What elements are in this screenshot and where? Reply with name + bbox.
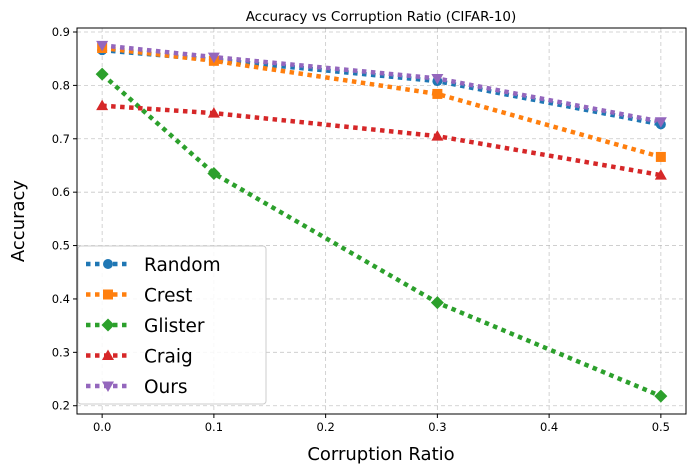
data-point-glister	[95, 67, 109, 81]
x-tick-label: 0.0	[93, 420, 111, 434]
data-point-crest	[432, 88, 443, 99]
x-tick-label: 0.3	[428, 420, 446, 434]
series-line-crest	[101, 45, 662, 160]
legend-marker-craig	[102, 349, 114, 360]
legend-item-glister: Glister	[86, 316, 205, 337]
data-point-ours	[96, 40, 109, 52]
y-tick-label: 0.5	[52, 239, 70, 253]
x-tick-label: 0.4	[540, 420, 558, 434]
legend-label-random: Random	[144, 255, 221, 276]
series-line-craig	[101, 103, 662, 178]
y-tick-label: 0.6	[52, 185, 70, 199]
legend-label-glister: Glister	[144, 316, 205, 337]
data-point-glister	[654, 389, 668, 403]
data-point-ours	[431, 73, 444, 85]
plot-frame	[76, 27, 687, 415]
data-point-glister	[207, 166, 221, 180]
data-point-craig	[96, 99, 109, 111]
legend-marker-ours	[102, 381, 114, 392]
y-axis-label: Accuracy	[8, 180, 29, 263]
y-tick-label: 0.4	[52, 292, 70, 306]
legend-box	[77, 245, 267, 405]
chart-title: Accuracy vs Corruption Ratio (CIFAR-10)	[246, 9, 517, 25]
y-tick-label: 0.8	[52, 78, 70, 92]
y-axis-ticks: 0.2 0.3 0.4 0.5 0.6 0.7 0.8 0.9	[52, 25, 77, 413]
y-tick-label: 0.7	[52, 132, 70, 146]
series-markers	[95, 40, 668, 403]
x-tick-label: 0.2	[316, 420, 334, 434]
y-tick-label: 0.9	[52, 25, 70, 39]
data-point-ours	[207, 52, 220, 64]
data-point-crest	[655, 151, 666, 162]
data-point-ours	[654, 117, 667, 128]
series-lines	[100, 43, 662, 399]
legend-label-ours: Ours	[144, 377, 188, 398]
legend-marker-crest	[103, 289, 113, 300]
y-tick-label: 0.3	[52, 345, 70, 359]
data-point-craig	[654, 169, 667, 180]
legend-item-craig: Craig	[86, 347, 193, 368]
x-axis-ticks: 0.0 0.1 0.2 0.3 0.4 0.5	[93, 414, 670, 434]
data-point-glister	[430, 296, 444, 310]
x-axis-label: Corruption Ratio	[307, 444, 454, 465]
legend-label-craig: Craig	[144, 347, 193, 368]
series-line-ours	[101, 43, 662, 124]
x-tick-label: 0.1	[205, 420, 223, 434]
data-point-craig	[431, 130, 444, 141]
legend-label-crest: Crest	[144, 286, 192, 307]
legend: Random Crest Glister Craig Ours	[77, 245, 267, 405]
legend-marker-glister	[101, 318, 115, 332]
legend-item-ours: Ours	[86, 377, 188, 398]
data-point-craig	[207, 107, 220, 118]
legend-marker-random	[103, 259, 113, 269]
legend-item-crest: Crest	[86, 286, 192, 307]
series-line-glister	[100, 72, 662, 399]
legend-item-random: Random	[86, 255, 221, 276]
x-tick-label: 0.5	[652, 420, 670, 434]
y-tick-label: 0.2	[52, 399, 70, 413]
